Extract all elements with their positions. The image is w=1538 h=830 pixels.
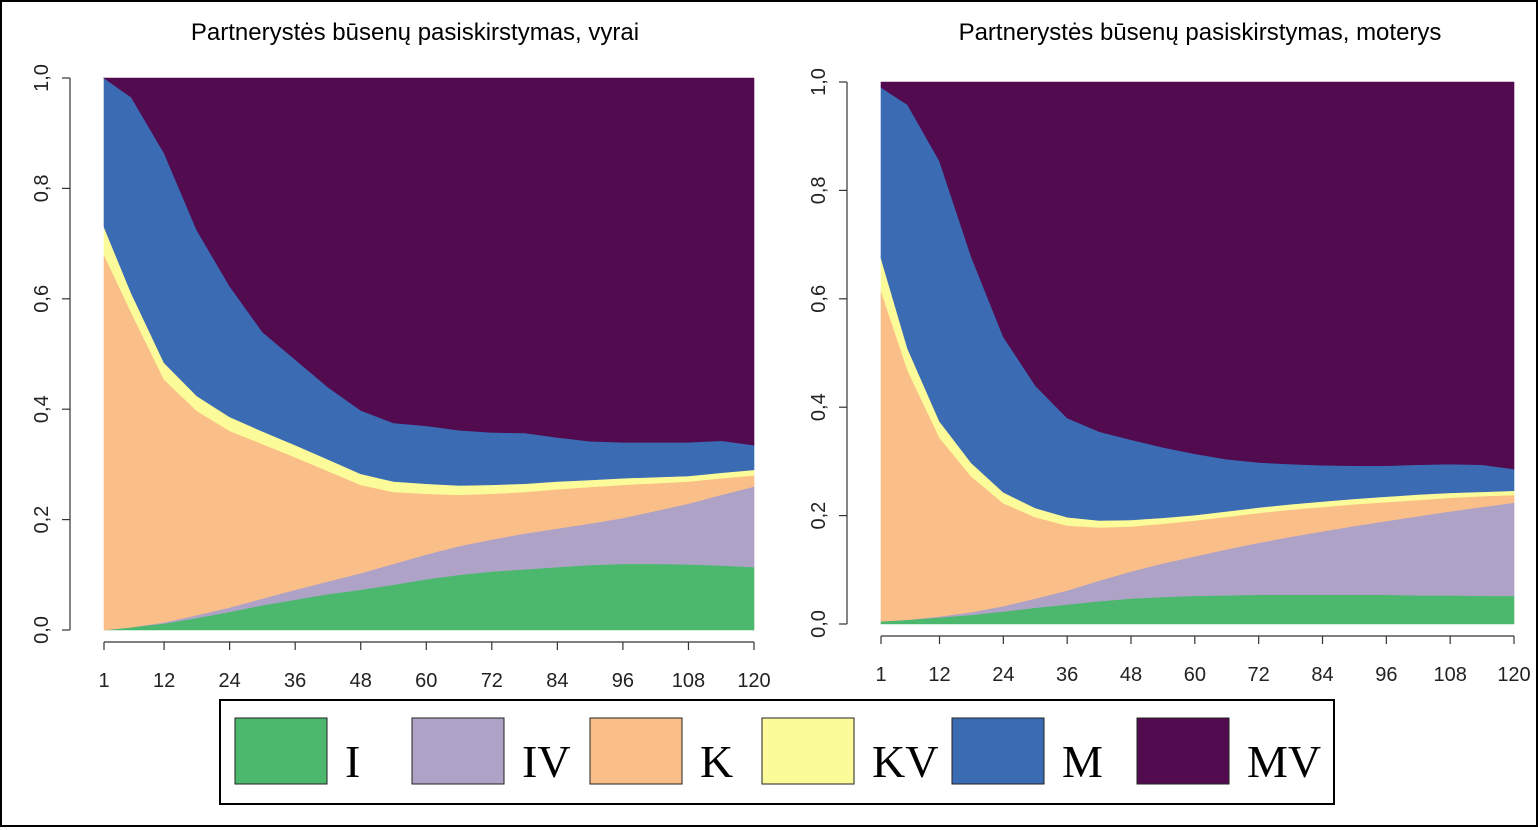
chart-title-women: Partnerystės būsenų pasiskirstymas, mote… bbox=[959, 19, 1442, 46]
x-tick-label: 12 bbox=[153, 670, 175, 692]
y-tick-label: 0,0 bbox=[31, 616, 53, 644]
legend-label-iv: IV bbox=[522, 736, 571, 787]
legend-label-kv: KV bbox=[872, 736, 938, 787]
x-tick-label: 24 bbox=[219, 670, 241, 692]
y-axis: 0,0 0,2 0,4 0,6 0,8 1,0 bbox=[808, 68, 848, 638]
legend-label-m: M bbox=[1062, 736, 1103, 787]
y-tick-label: 0,8 bbox=[808, 176, 830, 204]
y-tick-label: 0,6 bbox=[31, 285, 53, 313]
x-tick-label: 60 bbox=[415, 670, 437, 692]
x-tick-label: 36 bbox=[284, 670, 306, 692]
plot-area bbox=[880, 81, 1515, 625]
x-tick-label: 12 bbox=[928, 664, 950, 686]
legend-swatch-kv bbox=[761, 717, 855, 785]
x-tick-label: 24 bbox=[992, 664, 1014, 686]
legend-swatch-iv bbox=[411, 717, 505, 785]
plot-area bbox=[103, 77, 755, 631]
y-tick-label: 1,0 bbox=[808, 68, 830, 96]
y-tick-label: 0,2 bbox=[31, 506, 53, 534]
y-tick-label: 0,4 bbox=[31, 395, 53, 423]
x-tick-label: 108 bbox=[672, 670, 705, 692]
x-tick-label: 48 bbox=[1120, 664, 1142, 686]
y-tick-label: 0,8 bbox=[31, 174, 53, 202]
legend-swatch-k bbox=[589, 717, 683, 785]
x-axis: 1 12 24 36 48 60 72 84 96 108 120 bbox=[875, 635, 1531, 686]
x-tick-label: 72 bbox=[481, 670, 503, 692]
legend-label-mv: MV bbox=[1247, 736, 1321, 787]
y-axis: 0,0 0,2 0,4 0,6 0,8 1,0 bbox=[31, 64, 71, 644]
legend: I IV K KV M MV bbox=[219, 699, 1335, 805]
chart-title-men: Partnerystės būsenų pasiskirstymas, vyra… bbox=[191, 19, 639, 46]
series-area-mv bbox=[103, 77, 755, 446]
legend-label-k: K bbox=[700, 736, 733, 787]
legend-label-i: I bbox=[345, 736, 360, 787]
x-tick-label: 84 bbox=[1311, 664, 1333, 686]
series-area-mv bbox=[880, 81, 1515, 470]
x-tick-label: 96 bbox=[612, 670, 634, 692]
legend-swatch-m bbox=[951, 717, 1045, 785]
x-tick-label: 72 bbox=[1248, 664, 1270, 686]
x-tick-label: 120 bbox=[737, 670, 770, 692]
x-tick-label: 84 bbox=[546, 670, 568, 692]
legend-swatch-mv bbox=[1136, 717, 1230, 785]
x-tick-label: 1 bbox=[98, 670, 109, 692]
x-tick-label: 96 bbox=[1375, 664, 1397, 686]
x-tick-label: 48 bbox=[350, 670, 372, 692]
y-tick-label: 1,0 bbox=[31, 64, 53, 92]
y-tick-label: 0,2 bbox=[808, 502, 830, 530]
x-tick-label: 108 bbox=[1433, 664, 1466, 686]
legend-swatch-i bbox=[234, 717, 328, 785]
x-tick-label: 36 bbox=[1056, 664, 1078, 686]
y-tick-label: 0,6 bbox=[808, 285, 830, 313]
y-tick-label: 0,0 bbox=[808, 610, 830, 638]
y-tick-label: 0,4 bbox=[808, 393, 830, 421]
x-tick-label: 60 bbox=[1184, 664, 1206, 686]
chart-men: Partnerystės būsenų pasiskirstymas, vyra… bbox=[31, 19, 771, 692]
chart-women: Partnerystės būsenų pasiskirstymas, mote… bbox=[808, 19, 1531, 686]
x-tick-label: 120 bbox=[1497, 664, 1530, 686]
x-axis: 1 12 24 36 48 60 72 84 96 108 120 bbox=[98, 641, 771, 692]
x-tick-label: 1 bbox=[875, 664, 886, 686]
